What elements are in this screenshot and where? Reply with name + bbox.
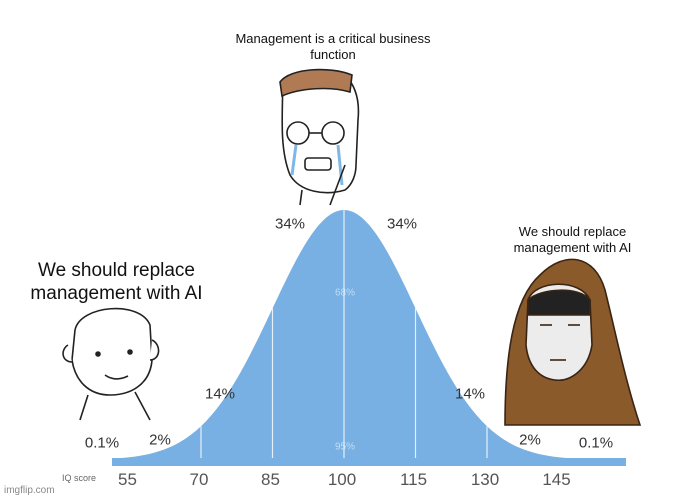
band-label: 95% [334, 441, 356, 453]
sigma-lines [200, 210, 488, 460]
hooded-face [504, 258, 642, 426]
iq-score: 55 [118, 470, 137, 489]
watermark: imgflip.com [4, 485, 55, 496]
axis-label: IQ score [62, 473, 97, 483]
right-caption: We should replace management with AI [513, 224, 632, 255]
top-caption: Management is a critical business functi… [235, 31, 431, 62]
percent-label: 14% [454, 385, 486, 403]
percent-label: 0.1% [578, 434, 614, 452]
percent-label: 34% [386, 215, 418, 233]
iq-score: 70 [189, 470, 209, 489]
iq-score: 85 [261, 470, 280, 489]
band-label: 68% [334, 287, 356, 299]
left-caption: We should replace management with AI [30, 260, 203, 304]
iq-score: 115 [399, 470, 428, 489]
percent-label: 34% [274, 215, 306, 233]
iq-score: 145 [542, 470, 571, 489]
iq-score: 130 [470, 470, 500, 489]
iq-score: 100 [327, 470, 357, 489]
percent-label: 2% [519, 431, 541, 449]
simple-face [62, 307, 160, 421]
crying-face [279, 68, 360, 206]
percent-label: 14% [204, 385, 236, 403]
percent-label: 2% [149, 431, 171, 449]
bell-curve [112, 210, 626, 460]
axis-bar [112, 458, 626, 466]
percent-label: 0.1% [84, 434, 120, 452]
